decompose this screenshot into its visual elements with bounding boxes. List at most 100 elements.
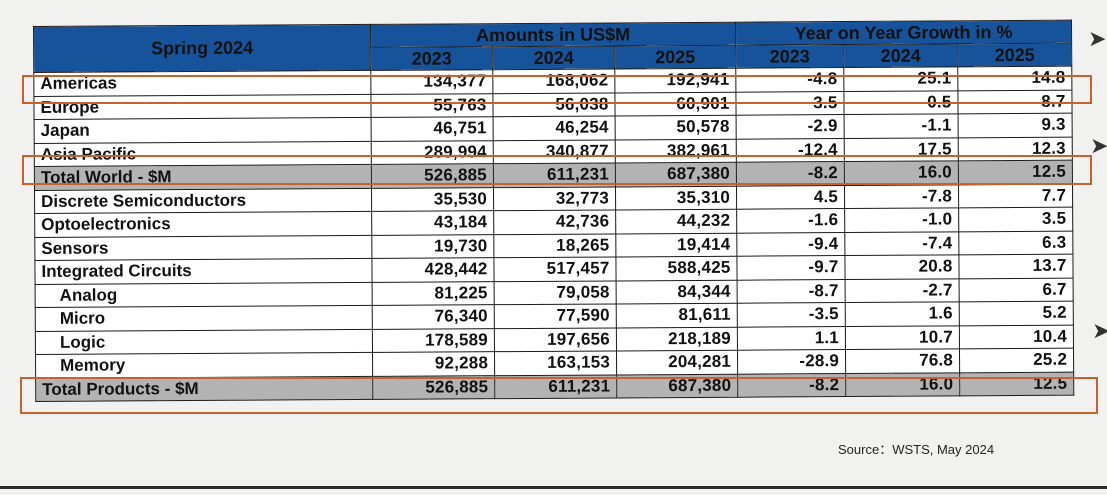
growth-cell: 10.7 [845,325,960,350]
amount-cell: 192,941 [614,68,736,93]
bullet-arrow-icon: ➤ [1092,318,1107,343]
row-label: Asia Pacific [34,140,372,167]
row-label: Micro [35,305,373,331]
growth-cell: 76.8 [845,348,960,374]
amount-cell: 134,377 [370,69,493,94]
growth-cell: -9.4 [736,232,845,257]
amount-cell: 92,288 [372,351,495,376]
growth-year-header: 2024 [843,43,958,68]
growth-cell: 3.5 [958,207,1073,232]
growth-cell: 16.0 [844,160,959,186]
source-note: Source：WSTS, May 2024 [838,442,995,457]
growth-cell: 8.7 [957,89,1073,114]
amount-year-header: 2024 [492,45,615,70]
amounts-group-header: Amounts in US$M [370,22,736,48]
growth-cell: 25.1 [843,66,958,92]
row-label: Sensors [34,234,372,261]
amount-cell: 81,611 [616,303,738,328]
amount-cell: 197,656 [494,327,617,352]
amount-cell: 81,225 [372,281,495,306]
amount-cell: 526,885 [371,163,494,188]
amount-cell: 60,901 [614,91,737,116]
growth-cell: 20.8 [844,254,960,280]
growth-cell: 3.5 [735,91,845,116]
growth-cell: 0.5 [843,90,959,115]
amount-cell: 19,414 [615,232,737,257]
amount-cell: 526,885 [372,375,495,400]
growth-cell: 9.3 [958,113,1073,138]
amount-cell: 84,344 [616,279,738,304]
wsts-forecast-table: Spring 2024 Amounts in US$M Year on Year… [33,20,1074,402]
amount-cell: 382,961 [615,138,737,163]
growth-cell: 4.5 [736,185,845,210]
growth-cell: 6.7 [959,277,1074,302]
growth-cell: -8.2 [736,161,845,186]
amount-cell: 42,736 [493,209,616,235]
growth-cell: -28.9 [737,349,846,374]
amount-cell: 289,994 [371,140,494,165]
row-label: Japan [34,117,372,143]
amount-cell: 35,530 [371,187,494,212]
amount-cell: 32,773 [493,186,616,211]
amount-cell: 50,578 [615,115,737,140]
growth-cell: 12.3 [958,136,1073,161]
growth-cell: -7.4 [844,231,959,256]
amount-cell: 43,184 [371,210,494,235]
amount-cell: 588,425 [615,256,738,281]
growth-cell: -8.2 [737,373,846,398]
growth-cell: 6.3 [958,230,1073,255]
amount-cell: 79,058 [494,280,617,305]
growth-cell: -1.0 [844,207,959,233]
amount-cell: 163,153 [494,350,617,376]
amount-year-header: 2025 [614,45,736,69]
growth-cell: 25.2 [959,348,1074,373]
amount-cell: 56,038 [492,92,616,117]
growth-cell: 1.6 [845,301,960,327]
amount-cell: 218,189 [616,326,738,351]
amount-cell: 35,310 [615,185,737,210]
amount-cell: 611,231 [494,374,617,399]
growth-cell: 10.4 [959,324,1074,349]
growth-group-header: Year on Year Growth in % [735,20,1072,46]
row-label: Total Products - $M [35,375,373,402]
growth-cell: 12.5 [958,160,1073,185]
growth-cell: 1.1 [737,326,846,351]
growth-cell: -2.9 [736,114,845,139]
growth-cell: -9.7 [736,255,846,280]
bullet-arrow-icon: ➤ [1090,133,1107,158]
amount-cell: 46,751 [371,116,494,141]
growth-cell: -4.8 [735,67,844,92]
row-label: Total World - $M [34,164,372,190]
growth-cell: 13.7 [958,254,1074,279]
growth-cell: 17.5 [844,137,959,162]
amount-cell: 687,380 [616,373,738,398]
row-label: Analog [35,281,373,308]
row-label: Optoelectronics [34,211,372,237]
growth-cell: -12.4 [736,138,845,163]
row-label: Discrete Semiconductors [34,187,372,214]
amount-cell: 46,254 [493,115,616,141]
amount-cell: 19,730 [371,234,494,259]
amount-cell: 340,877 [493,139,616,164]
amount-cell: 428,442 [371,257,495,282]
amount-cell: 204,281 [616,350,738,375]
amount-cell: 76,340 [372,304,495,329]
slide-bottom-border [0,486,1107,489]
amount-cell: 18,265 [493,233,616,258]
growth-cell: -1.6 [736,208,845,233]
growth-cell: -8.7 [737,279,846,304]
growth-year-header: 2025 [957,43,1072,67]
amount-cell: 611,231 [493,162,616,188]
amount-cell: 55,763 [370,93,494,118]
amount-cell: 687,380 [615,162,737,187]
growth-cell: 14.8 [957,66,1072,91]
growth-cell: 12.5 [959,371,1074,396]
row-label: Integrated Circuits [34,258,373,284]
growth-cell: -3.5 [737,302,846,327]
row-label: Logic [35,328,373,355]
amount-cell: 44,232 [615,209,737,234]
growth-year-header: 2023 [735,44,844,69]
row-label: Europe [33,93,372,120]
bullet-arrow-icon: ➤ [1088,26,1107,51]
